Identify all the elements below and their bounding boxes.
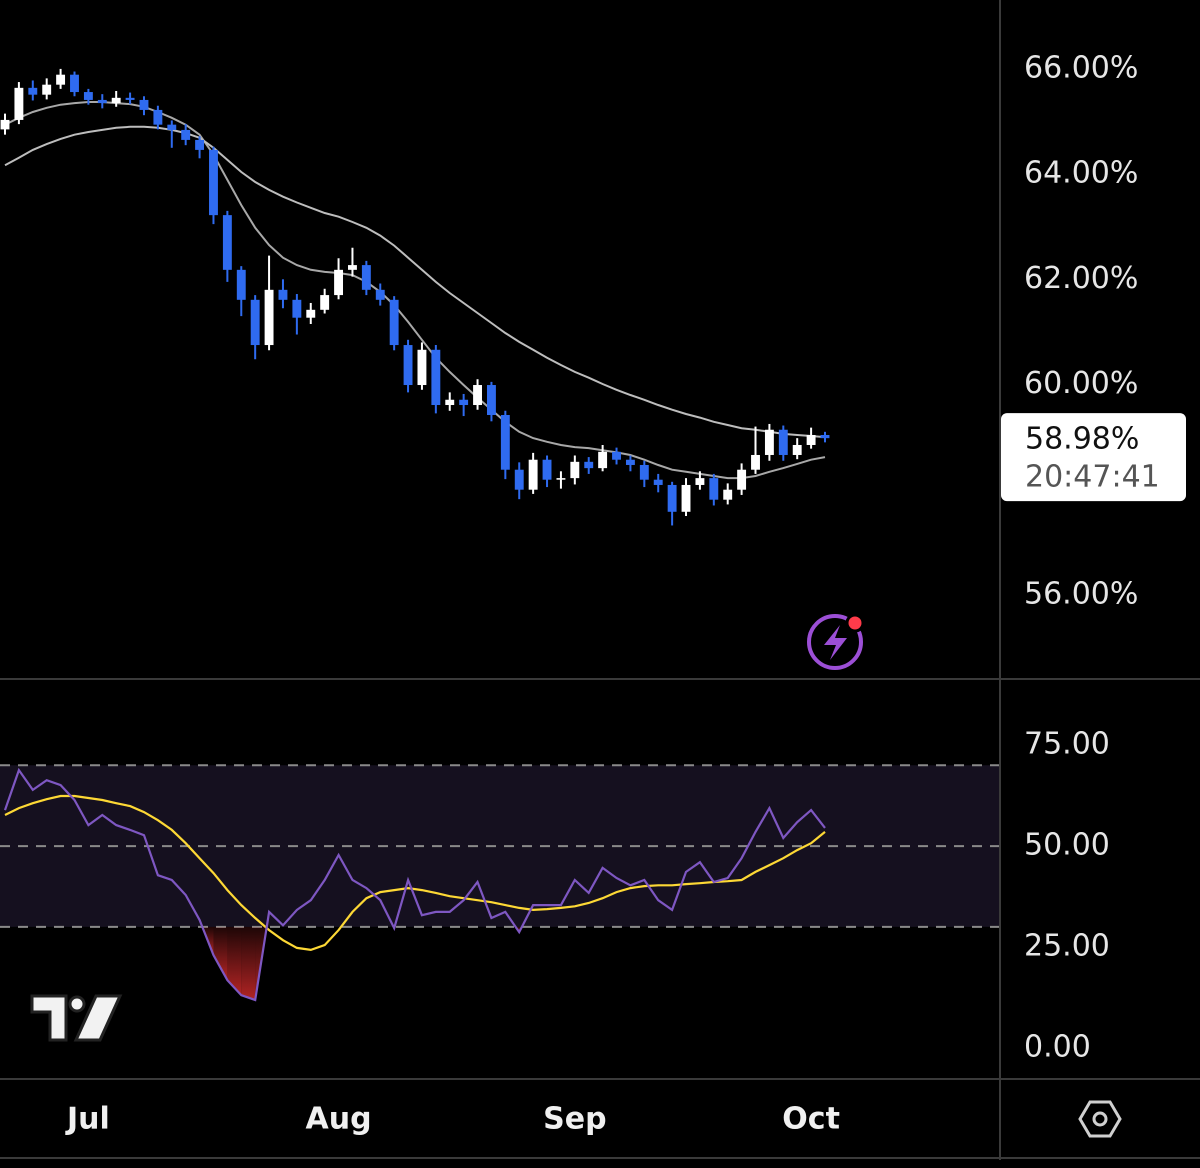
x-tick-label: Jul: [65, 1102, 110, 1137]
candle-body: [28, 87, 38, 95]
candle-body: [167, 124, 177, 130]
candle-body: [556, 478, 566, 480]
candle-body: [125, 97, 135, 100]
candle-body: [222, 215, 232, 270]
y-tick-label: 75.00: [1024, 727, 1110, 762]
candle-body: [56, 74, 66, 85]
countdown: 20:47:41: [1025, 460, 1160, 495]
alert-icon[interactable]: [807, 613, 865, 670]
candle-body: [42, 84, 52, 95]
candle-body: [348, 265, 357, 270]
candle-body: [14, 87, 24, 120]
oversold-fill: [213, 926, 228, 981]
oversold-fill: [241, 926, 256, 1001]
x-tick-label: Aug: [306, 1102, 372, 1137]
y-tick-label: 56.00%: [1024, 576, 1138, 611]
candle-body: [445, 399, 455, 406]
candle-body: [778, 429, 788, 455]
candle-body: [681, 484, 691, 512]
y-tick-label: 50.00: [1024, 828, 1110, 863]
candle-body: [209, 149, 218, 216]
candle-body: [250, 299, 260, 346]
candle-body: [695, 478, 705, 485]
candle-body: [667, 484, 677, 512]
candle-body: [292, 299, 302, 318]
candle-body: [584, 461, 594, 469]
candle-body: [500, 415, 510, 470]
candle-body: [0, 119, 10, 130]
candle-body: [361, 265, 371, 290]
candle-body: [334, 269, 344, 296]
candle-body: [236, 269, 246, 300]
oversold-fill: [227, 926, 242, 996]
candle-body: [612, 451, 621, 460]
candle-body: [83, 92, 93, 100]
candle-body: [417, 349, 427, 386]
candle-body: [111, 97, 121, 104]
candle-body: [820, 434, 830, 439]
candle-body: [709, 478, 719, 500]
x-tick-label: Oct: [782, 1102, 840, 1137]
candle-body: [764, 429, 774, 455]
moving-average: [4, 125, 826, 439]
candle-body: [431, 349, 441, 406]
candle-body: [723, 489, 733, 500]
rsi-band-layer: [0, 764, 1000, 928]
y-tick-label: 0.00: [1024, 1030, 1091, 1065]
y-tick-label: 62.00%: [1024, 261, 1138, 296]
candle-body: [264, 289, 274, 346]
candle-body: [389, 299, 399, 346]
settings-icon[interactable]: [1078, 1100, 1122, 1138]
candle-body: [486, 385, 496, 416]
candle-body: [320, 295, 330, 310]
candle-body: [570, 461, 580, 479]
candle-body: [375, 289, 385, 300]
candle-body: [70, 74, 79, 93]
candle-body: [181, 129, 191, 140]
candle-body: [514, 469, 524, 490]
candle-body: [542, 459, 552, 480]
candle-body: [528, 459, 538, 490]
candle-body: [403, 345, 413, 386]
last-price-label: 58.98%: [1025, 422, 1139, 457]
y-tick-label: 60.00%: [1024, 366, 1138, 401]
last-price-background: [1001, 413, 1186, 502]
candle-body: [459, 399, 469, 406]
candle-body: [737, 469, 747, 490]
candle-body: [639, 464, 649, 480]
candle-body: [306, 309, 316, 318]
candle-body: [598, 451, 608, 469]
candle-body: [97, 99, 107, 104]
y-tick-label: 25.00: [1024, 929, 1110, 964]
indicator-line: [4, 794, 826, 952]
candle-body: [625, 459, 635, 465]
candle-body: [792, 444, 802, 455]
candle-body: [653, 479, 663, 485]
candle-body: [278, 289, 288, 300]
last-price-box: 58.98% 20:47:41: [1001, 413, 1186, 502]
candle-body: [195, 139, 205, 150]
candle-body: [751, 454, 760, 470]
y-tick-label: 64.00%: [1024, 156, 1138, 191]
tradingview-logo: [30, 994, 123, 1042]
candle-body: [139, 99, 149, 110]
candle-body: [153, 109, 163, 125]
x-tick-label: Sep: [543, 1102, 606, 1137]
y-tick-label: 66.00%: [1024, 50, 1138, 85]
candle-body: [473, 385, 482, 406]
candle-body: [806, 434, 816, 445]
indicator-line: [3, 767, 826, 1002]
